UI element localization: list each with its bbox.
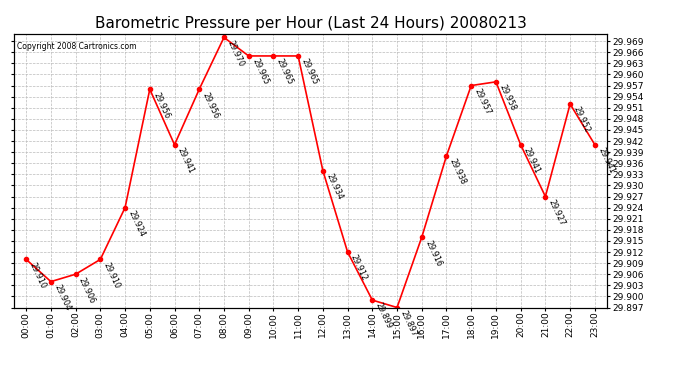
Text: 29.927: 29.927: [546, 198, 566, 227]
Text: 29.958: 29.958: [497, 83, 518, 112]
Text: 29.938: 29.938: [448, 157, 468, 186]
Text: 29.965: 29.965: [250, 57, 270, 87]
Text: 29.957: 29.957: [473, 87, 493, 116]
Text: 29.897: 29.897: [398, 309, 418, 338]
Text: 29.934: 29.934: [324, 172, 344, 201]
Text: 29.941: 29.941: [596, 146, 616, 175]
Text: 29.912: 29.912: [349, 254, 369, 283]
Text: 29.910: 29.910: [101, 261, 121, 290]
Text: 29.910: 29.910: [28, 261, 48, 290]
Text: 29.941: 29.941: [522, 146, 542, 175]
Text: 29.956: 29.956: [151, 91, 171, 120]
Text: 29.916: 29.916: [423, 238, 443, 268]
Text: 29.970: 29.970: [226, 39, 246, 68]
Text: 29.965: 29.965: [275, 57, 295, 87]
Text: 29.941: 29.941: [176, 146, 196, 175]
Text: 29.956: 29.956: [201, 91, 221, 120]
Text: 29.904: 29.904: [52, 283, 72, 312]
Text: 29.906: 29.906: [77, 276, 97, 304]
Title: Barometric Pressure per Hour (Last 24 Hours) 20080213: Barometric Pressure per Hour (Last 24 Ho…: [95, 16, 526, 31]
Text: 29.952: 29.952: [571, 105, 591, 135]
Text: 29.965: 29.965: [299, 57, 319, 87]
Text: 29.899: 29.899: [374, 302, 394, 331]
Text: 29.924: 29.924: [126, 209, 146, 238]
Text: Copyright 2008 Cartronics.com: Copyright 2008 Cartronics.com: [17, 42, 136, 51]
